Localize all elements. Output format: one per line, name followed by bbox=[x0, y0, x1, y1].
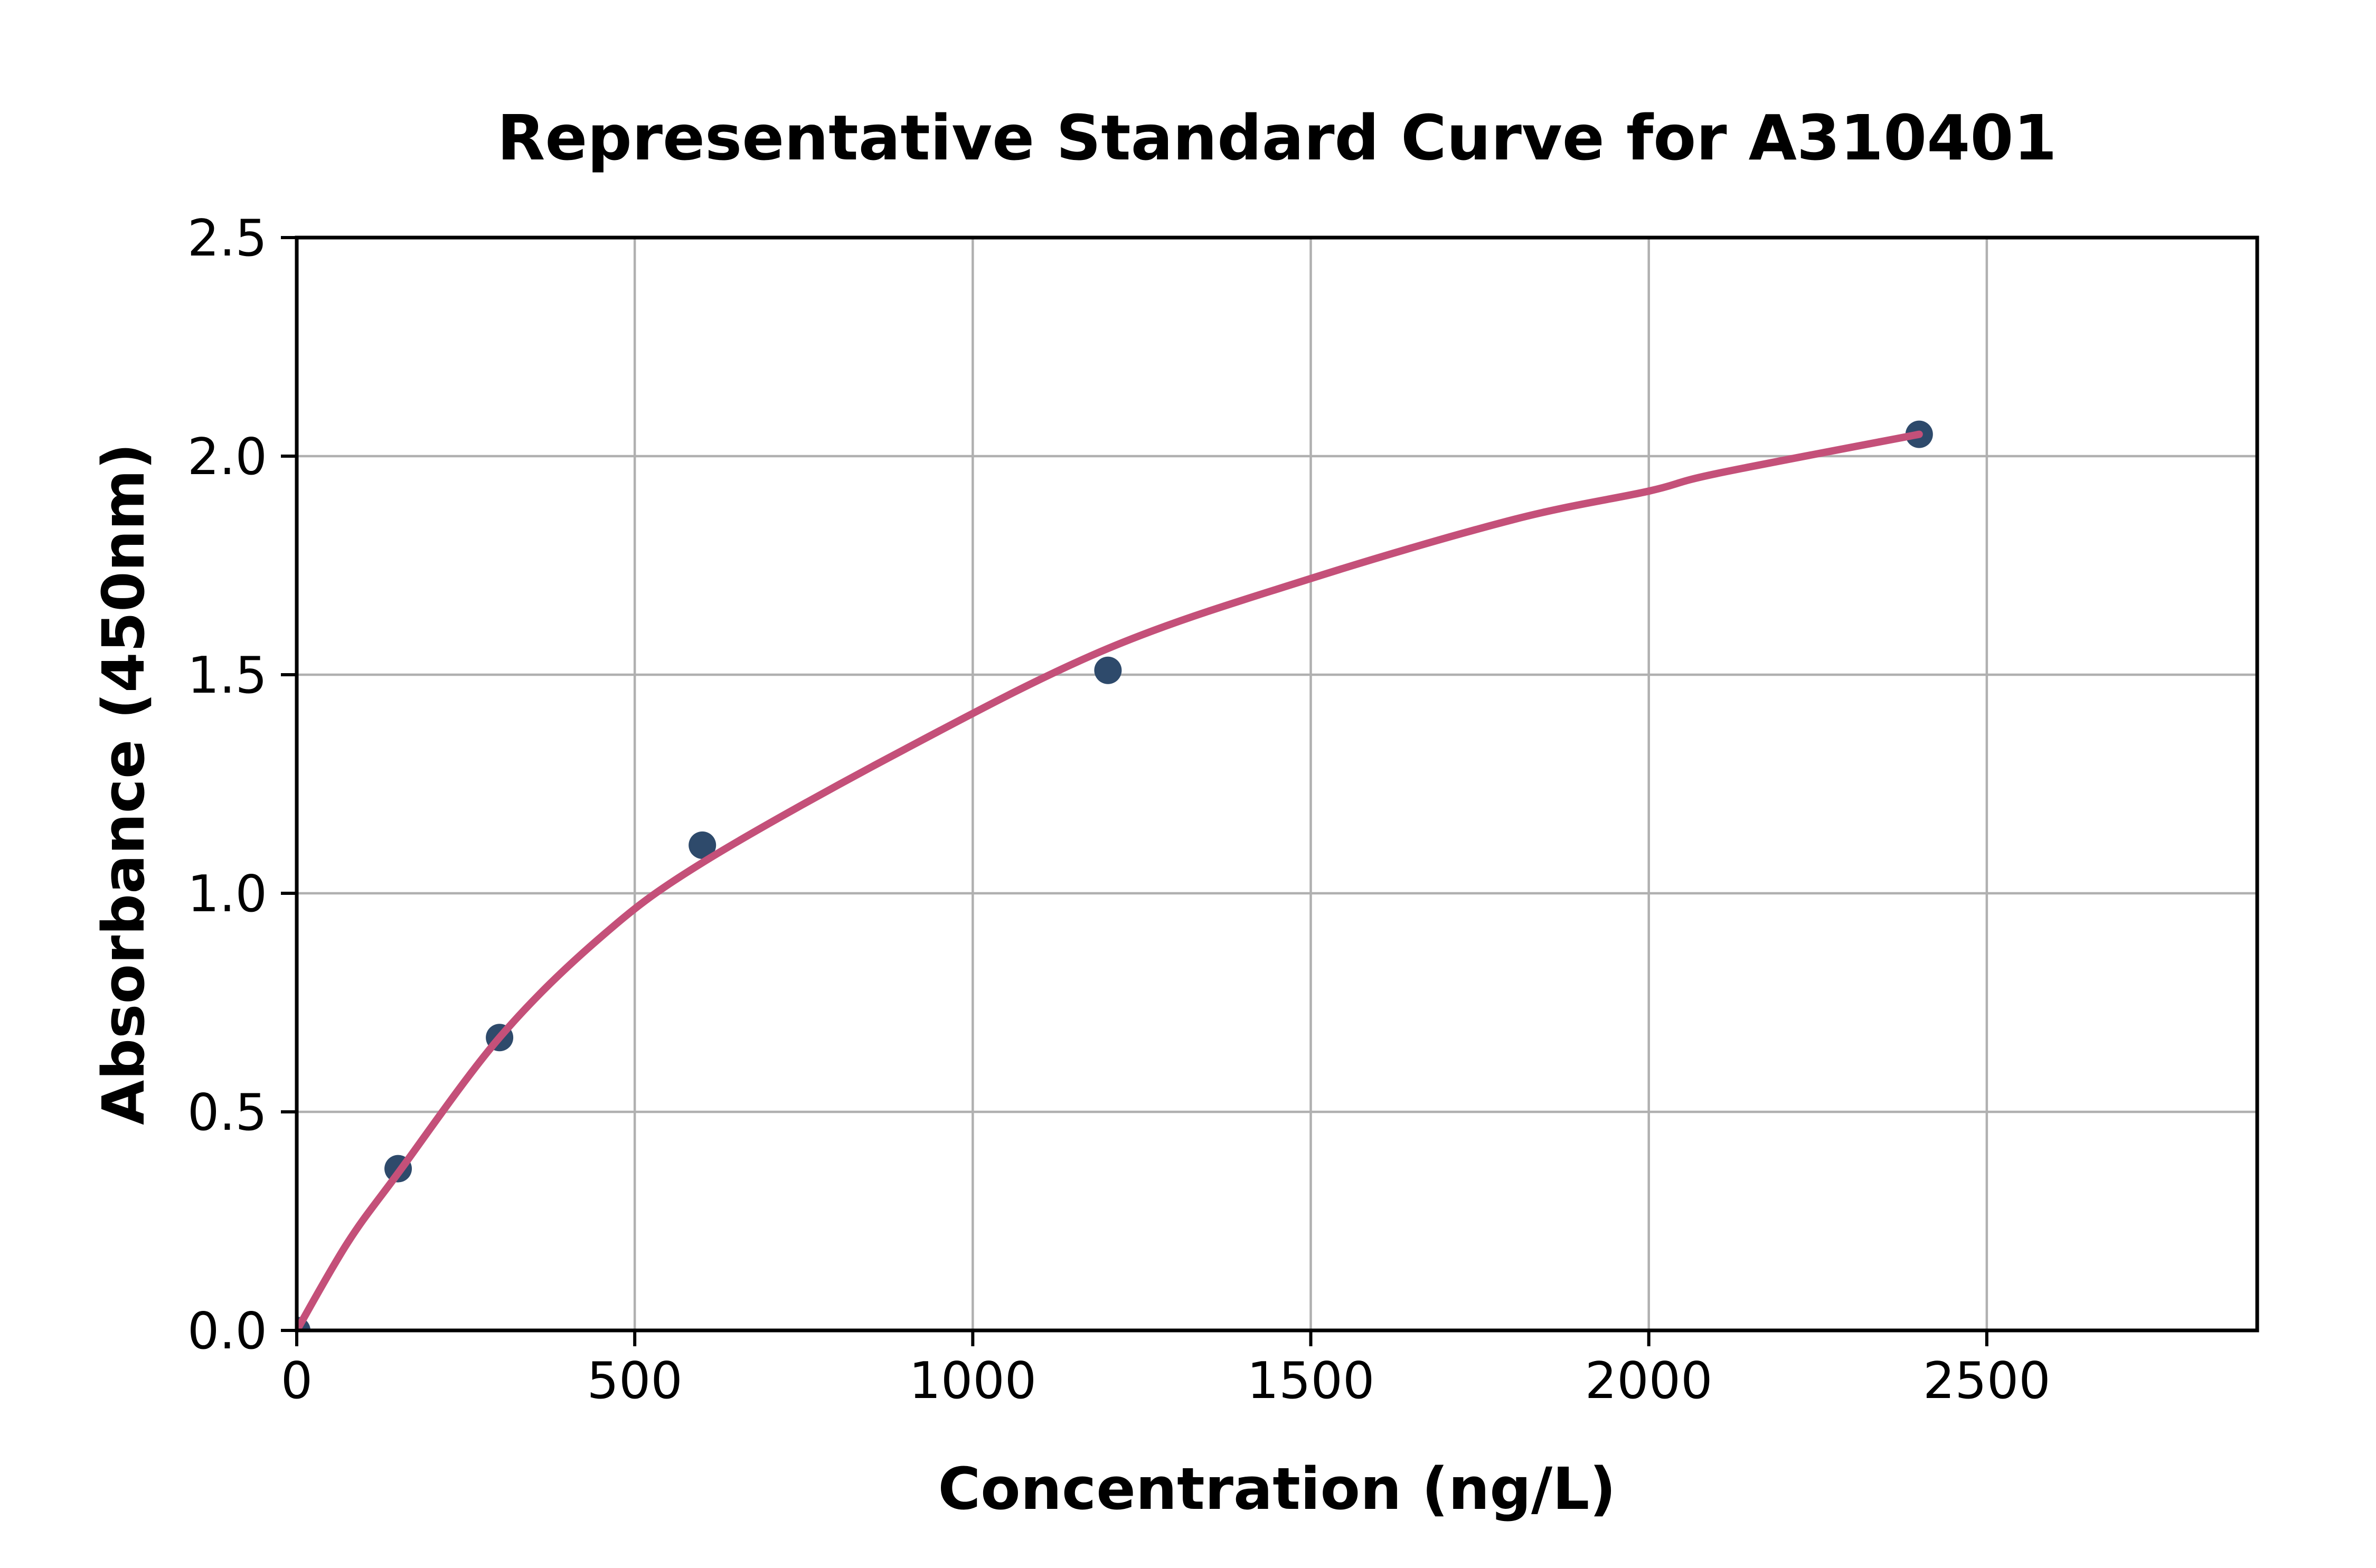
chart-title: Representative Standard Curve for A31040… bbox=[497, 101, 2057, 174]
y-tick-label: 1.5 bbox=[187, 647, 267, 705]
axis-tick-marks bbox=[281, 236, 1988, 1346]
x-tick-label: 1500 bbox=[1247, 1352, 1375, 1410]
y-tick-label: 2.0 bbox=[187, 428, 267, 486]
data-point-marker bbox=[689, 831, 716, 859]
y-tick-label: 0.5 bbox=[187, 1084, 267, 1142]
x-tick-label: 1000 bbox=[909, 1352, 1036, 1410]
y-tick-label: 1.0 bbox=[187, 865, 267, 923]
x-tick-label: 500 bbox=[587, 1352, 683, 1410]
data-point-marker bbox=[1094, 656, 1122, 684]
axis-tick-labels: 0 500 1000 1500 2000 2500 0.0 0.5 1.0 1.5 2.0 2.5 bbox=[187, 210, 2051, 1410]
y-tick-label: 2.5 bbox=[187, 210, 267, 268]
y-axis-label: Absorbance (450nm) bbox=[90, 443, 157, 1125]
fit-curve-line bbox=[297, 430, 1923, 1330]
x-axis-label: Concentration (ng/L) bbox=[938, 1455, 1616, 1523]
x-tick-label: 0 bbox=[281, 1352, 313, 1410]
plot-border bbox=[295, 235, 2259, 1333]
y-tick-label: 0.0 bbox=[187, 1302, 267, 1361]
x-tick-label: 2000 bbox=[1585, 1352, 1713, 1410]
x-tick-label: 2500 bbox=[1923, 1352, 2051, 1410]
